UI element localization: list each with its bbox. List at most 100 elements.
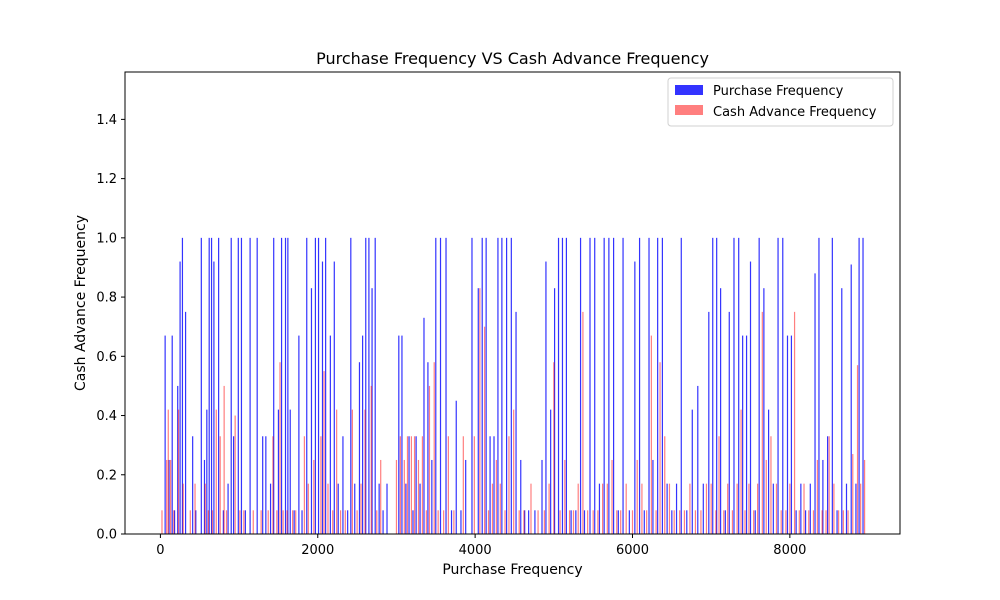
bar-cash-advance-frequency bbox=[473, 436, 475, 534]
bar-cash-advance-frequency bbox=[239, 510, 241, 534]
bar-purchase-frequency bbox=[553, 288, 556, 534]
bar-cash-advance-frequency bbox=[303, 436, 305, 534]
bar-cash-advance-frequency bbox=[587, 510, 589, 534]
bar-cash-advance-frequency bbox=[793, 311, 796, 534]
bar-cash-advance-frequency bbox=[631, 510, 634, 534]
bar-cash-advance-frequency bbox=[646, 510, 648, 534]
bar-purchase-frequency bbox=[415, 436, 417, 534]
bar-purchase-frequency bbox=[485, 237, 487, 534]
bar-cash-advance-frequency bbox=[223, 385, 225, 534]
bar-purchase-frequency bbox=[809, 483, 811, 534]
bar-cash-advance-frequency bbox=[523, 510, 525, 534]
bar-cash-advance-frequency bbox=[548, 483, 550, 534]
bar-purchase-frequency bbox=[262, 436, 264, 534]
bar-purchase-frequency bbox=[691, 409, 693, 534]
bar-cash-advance-frequency bbox=[487, 510, 490, 534]
bar-purchase-frequency bbox=[173, 510, 176, 534]
bar-purchase-frequency bbox=[745, 335, 748, 534]
bar-purchase-frequency bbox=[493, 436, 495, 534]
bar-purchase-frequency bbox=[237, 237, 239, 534]
bar-cash-advance-frequency bbox=[499, 483, 501, 534]
bar-cash-advance-frequency bbox=[597, 510, 599, 534]
bar-purchase-frequency bbox=[758, 237, 760, 534]
plot-frame bbox=[124, 71, 901, 535]
bar-purchase-frequency bbox=[350, 237, 352, 534]
bar-cash-advance-frequency bbox=[279, 362, 281, 534]
x-tick-label: 2000 bbox=[301, 543, 334, 558]
bar-cash-advance-frequency bbox=[592, 510, 594, 534]
bar-purchase-frequency bbox=[450, 510, 453, 534]
bar-cash-advance-frequency bbox=[668, 483, 671, 534]
bar-cash-advance-frequency bbox=[748, 483, 750, 534]
bar-cash-advance-frequency bbox=[847, 510, 849, 534]
bar-purchase-frequency bbox=[314, 237, 317, 534]
bar-purchase-frequency bbox=[858, 237, 860, 534]
bar-purchase-frequency bbox=[628, 510, 630, 534]
bar-cash-advance-frequency bbox=[625, 483, 627, 534]
bar-purchase-frequency bbox=[164, 335, 166, 534]
bar-purchase-frequency bbox=[280, 237, 283, 534]
bar-purchase-frequency bbox=[686, 510, 688, 534]
y-tick-label: 1.2 bbox=[96, 172, 117, 187]
bar-purchase-frequency bbox=[265, 436, 267, 534]
legend-label-cash-advance-frequency: Cash Advance Frequency bbox=[713, 105, 877, 120]
bar-cash-advance-frequency bbox=[447, 436, 449, 534]
bar-cash-advance-frequency bbox=[173, 510, 175, 534]
bar-cash-advance-frequency bbox=[161, 510, 163, 534]
bar-cash-advance-frequency bbox=[166, 459, 168, 534]
bar-purchase-frequency bbox=[501, 237, 503, 534]
bar-purchase-frequency bbox=[177, 385, 179, 534]
bar-purchase-frequency bbox=[277, 409, 280, 534]
bar-purchase-frequency bbox=[203, 459, 206, 534]
bar-cash-advance-frequency bbox=[863, 459, 866, 534]
bar-purchase-frequency bbox=[284, 237, 287, 534]
bar-cash-advance-frequency bbox=[252, 510, 254, 534]
bar-purchase-frequency bbox=[408, 436, 410, 534]
bar-purchase-frequency bbox=[374, 237, 376, 534]
bar-cash-advance-frequency bbox=[395, 459, 398, 534]
bar-purchase-frequency bbox=[439, 237, 442, 534]
bar-cash-advance-frequency bbox=[641, 483, 643, 534]
bar-purchase-frequency bbox=[768, 409, 770, 534]
bar-purchase-frequency bbox=[862, 237, 864, 534]
bar-purchase-frequency bbox=[763, 288, 765, 534]
bar-cash-advance-frequency bbox=[327, 483, 329, 534]
bar-purchase-frequency bbox=[222, 510, 224, 534]
bar-purchase-frequency bbox=[786, 335, 789, 534]
bar-purchase-frequency bbox=[342, 436, 344, 534]
bar-purchase-frequency bbox=[232, 436, 235, 534]
bar-purchase-frequency bbox=[206, 409, 208, 534]
bar-cash-advance-frequency bbox=[775, 483, 778, 534]
bar-purchase-frequency bbox=[666, 483, 668, 534]
bar-purchase-frequency bbox=[195, 510, 197, 534]
bar-purchase-frequency bbox=[643, 510, 645, 534]
chart-title: Purchase Frequency VS Cash Advance Frequ… bbox=[316, 49, 709, 68]
bar-purchase-frequency bbox=[697, 385, 699, 534]
bar-cash-advance-frequency bbox=[376, 510, 378, 534]
bar-cash-advance-frequency bbox=[812, 510, 815, 534]
bar-purchase-frequency bbox=[831, 237, 833, 534]
bar-purchase-frequency bbox=[675, 483, 678, 534]
bar-purchase-frequency bbox=[603, 237, 605, 534]
bar-purchase-frequency bbox=[465, 459, 467, 534]
bar-purchase-frequency bbox=[827, 436, 829, 534]
bar-purchase-frequency bbox=[534, 510, 536, 534]
y-tick-label: 1.4 bbox=[96, 113, 117, 128]
bar-cash-advance-frequency bbox=[495, 459, 497, 534]
bar-purchase-frequency bbox=[795, 510, 797, 534]
bar-cash-advance-frequency bbox=[403, 459, 405, 534]
bar-purchase-frequency bbox=[738, 237, 740, 534]
bar-cash-advance-frequency bbox=[789, 483, 791, 534]
bar-purchase-frequency bbox=[657, 237, 659, 534]
bar-purchase-frequency bbox=[510, 237, 512, 534]
bar-purchase-frequency bbox=[471, 237, 473, 534]
bar-purchase-frequency bbox=[822, 459, 824, 534]
bar-purchase-frequency bbox=[210, 237, 213, 534]
bar-cash-advance-frequency bbox=[553, 362, 555, 534]
bar-purchase-frequency bbox=[301, 510, 303, 534]
bar-cash-advance-frequency bbox=[421, 436, 424, 534]
bar-cash-advance-frequency bbox=[167, 409, 169, 534]
bar-purchase-frequency bbox=[565, 237, 567, 534]
